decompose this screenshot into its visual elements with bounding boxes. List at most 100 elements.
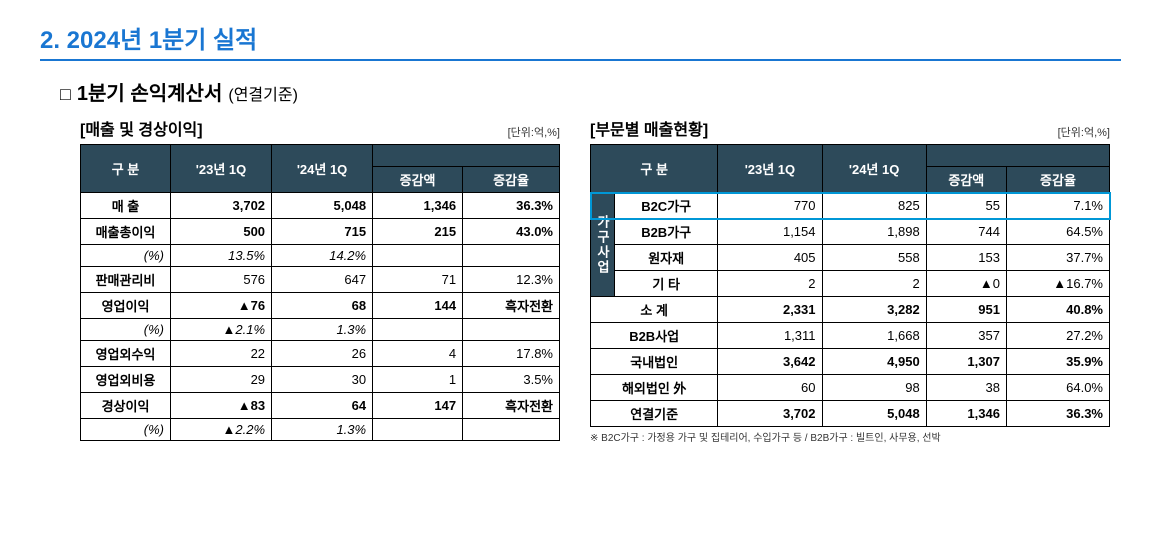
row-label: 소 계 [591,297,718,323]
cell: 357 [926,323,1006,349]
row-label: B2B사업 [591,323,718,349]
cell: 3.5% [463,367,560,393]
cell: 1,898 [822,219,926,245]
cell: ▲2.1% [171,319,272,341]
table-row: 해외법인 外60983864.0% [591,375,1110,401]
row-label: 영업외비용 [81,367,171,393]
cell: 1,311 [718,323,822,349]
cell: 3,642 [718,349,822,375]
revenue-profit-block: [매출 및 경상이익] [단위:억,%] 구 분 '23년 1Q '24년 1Q… [80,116,560,441]
cell: 55 [926,193,1006,219]
cell: 17.8% [463,341,560,367]
table-row: 기 타22▲0▲16.7% [591,271,1110,297]
table-row: 영업외수익2226417.8% [81,341,560,367]
cell: 26 [272,341,373,367]
table-row: (%)▲2.1%1.3% [81,319,560,341]
cell [463,319,560,341]
subtotal-row: 소 계2,3313,28295140.8% [591,297,1110,323]
row-label: (%) [81,245,171,267]
cell: ▲83 [171,393,272,419]
table-row: 원자재40555815337.7% [591,245,1110,271]
cell: 흑자전환 [463,393,560,419]
cell: 2 [718,271,822,297]
row-label: (%) [81,419,171,441]
cell [373,319,463,341]
cell: 27.2% [1006,323,1109,349]
table-row: (%)13.5%14.2% [81,245,560,267]
cell: ▲0 [926,271,1006,297]
vertical-group-label: 가구사업 [591,193,615,297]
cell: 64.5% [1006,219,1109,245]
section-title: 2. 2024년 1분기 실적 [40,20,1121,55]
cell: 1,668 [822,323,926,349]
cell: ▲2.2% [171,419,272,441]
row-label: B2C가구 [615,193,718,219]
table-row: 경상이익▲8364147흑자전환 [81,393,560,419]
cell: 40.8% [1006,297,1109,323]
cell: 71 [373,267,463,293]
cell: ▲16.7% [1006,271,1109,297]
table-row: B2B사업1,3111,66835727.2% [591,323,1110,349]
row-label: 판매관리비 [81,267,171,293]
cell: 4,950 [822,349,926,375]
th-change-amt: 증감액 [373,167,463,193]
cell: 64.0% [1006,375,1109,401]
cell: 215 [373,219,463,245]
table-row: 가구사업B2C가구770825557.1% [591,193,1110,219]
table-row: 영업외비용293013.5% [81,367,560,393]
table-row: 연결기준3,7025,0481,34636.3% [591,401,1110,427]
subtitle-note: (연결기준) [228,81,298,105]
th2-24q1: '24년 1Q [822,145,926,193]
row-label: 연결기준 [591,401,718,427]
cell: 29 [171,367,272,393]
cell: 60 [718,375,822,401]
segment-revenue-block: [부문별 매출현황] [단위:억,%] 구 분 '23년 1Q '24년 1Q … [590,116,1110,444]
cell: 22 [171,341,272,367]
table-row: 영업이익▲7668144흑자전환 [81,293,560,319]
cell: 558 [822,245,926,271]
cell: 98 [822,375,926,401]
th2-23q1: '23년 1Q [718,145,822,193]
row-label: 국내법인 [591,349,718,375]
cell: 5,048 [272,193,373,219]
cell: 68 [272,293,373,319]
right-table-title: [부문별 매출현황] [590,116,708,140]
segment-footnote: ※ B2C가구 : 가정용 가구 및 집테리어, 수입가구 등 / B2B가구 … [590,429,1110,444]
cell: 1.3% [272,319,373,341]
cell: 36.3% [463,193,560,219]
cell: 147 [373,393,463,419]
cell: 153 [926,245,1006,271]
cell: 7.1% [1006,193,1109,219]
th-23q1: '23년 1Q [171,145,272,193]
row-label: 기 타 [615,271,718,297]
table-row: 국내법인3,6424,9501,30735.9% [591,349,1110,375]
row-label: (%) [81,319,171,341]
cell: 2 [822,271,926,297]
cell [373,245,463,267]
th-change-rate: 증감율 [463,167,560,193]
right-table-unit: [단위:억,%] [1058,124,1110,140]
cell: 1 [373,367,463,393]
cell: 500 [171,219,272,245]
cell: 37.7% [1006,245,1109,271]
cell: 43.0% [463,219,560,245]
cell: 2,331 [718,297,822,323]
cell: 3,282 [822,297,926,323]
cell: 30 [272,367,373,393]
cell [463,245,560,267]
income-statement-table: 구 분 '23년 1Q '24년 1Q 증감액 증감율 매 출3,7025,04… [80,144,560,441]
row-label: 매출총이익 [81,219,171,245]
table-row: 매출총이익50071521543.0% [81,219,560,245]
row-label: 원자재 [615,245,718,271]
cell: 1.3% [272,419,373,441]
cell: 5,048 [822,401,926,427]
cell: 715 [272,219,373,245]
th2-change-group [926,145,1109,167]
left-table-unit: [단위:억,%] [508,124,560,140]
cell: 405 [718,245,822,271]
cell: 12.3% [463,267,560,293]
cell: 576 [171,267,272,293]
th-category: 구 분 [81,145,171,193]
cell: 14.2% [272,245,373,267]
cell: 1,346 [926,401,1006,427]
